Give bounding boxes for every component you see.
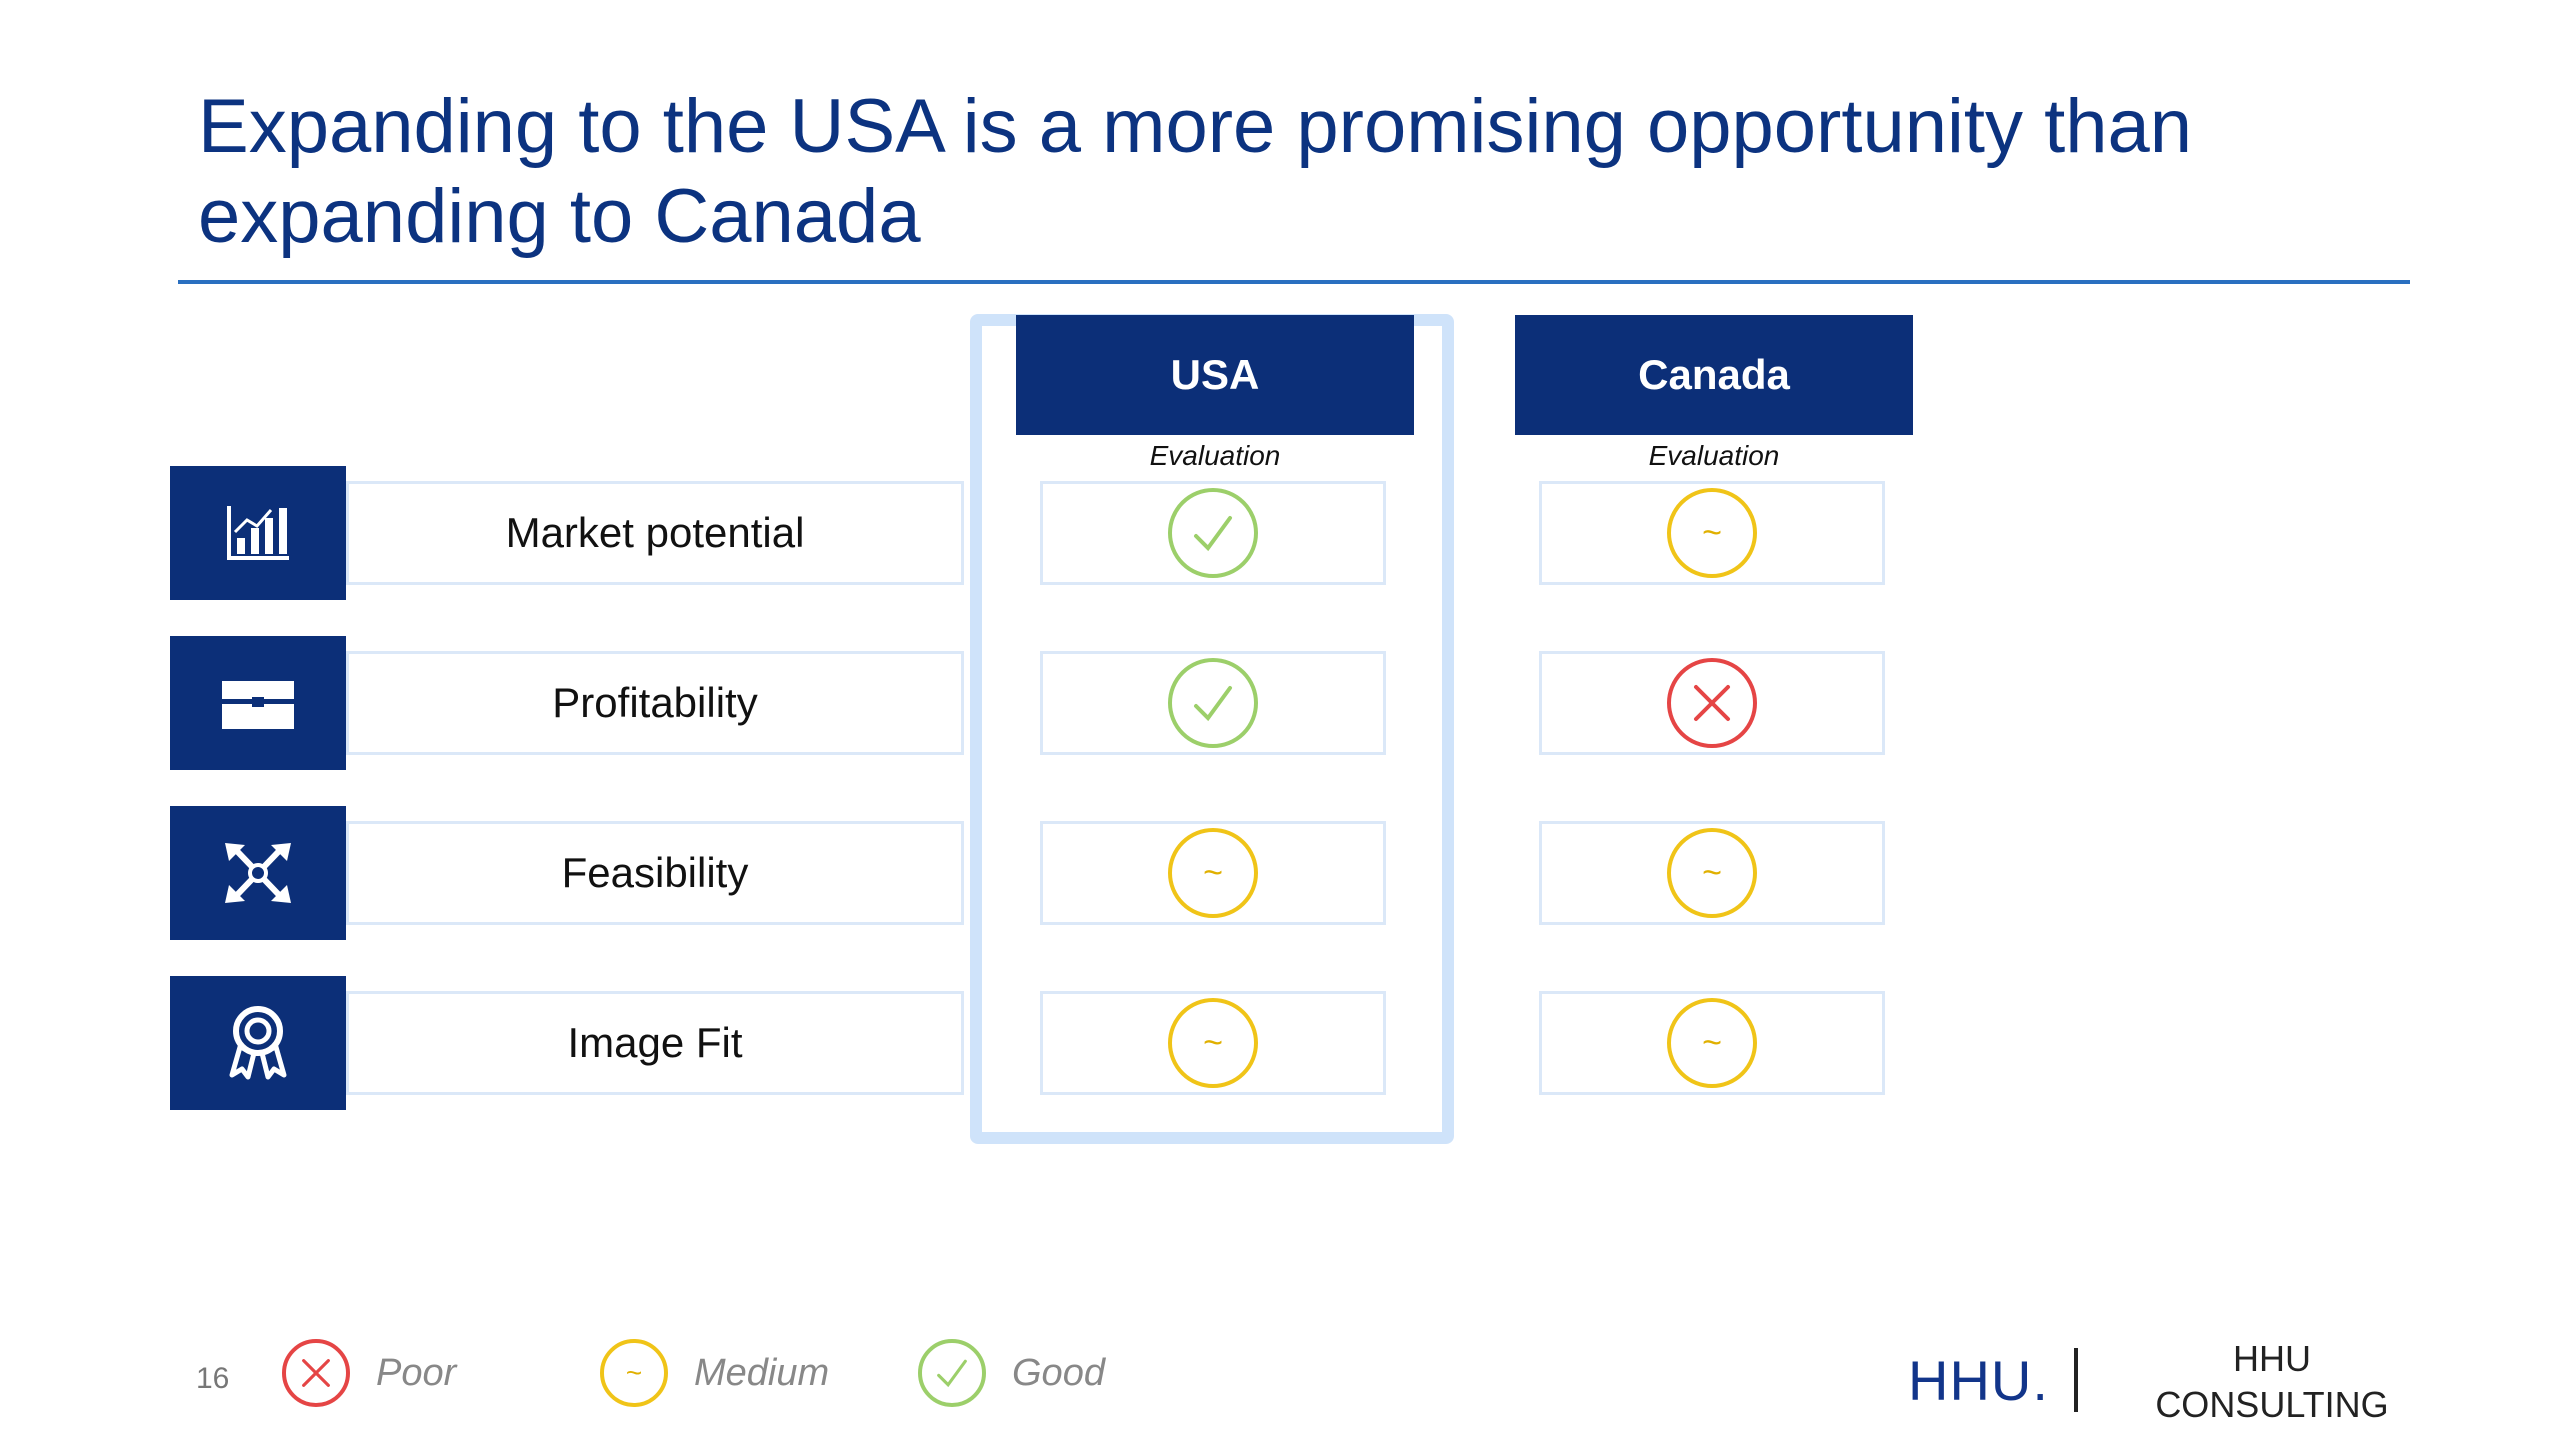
briefcase-icon — [170, 636, 346, 770]
medium-tilde-icon: ~ — [1667, 828, 1757, 918]
medium-tilde-icon: ~ — [1168, 998, 1258, 1088]
cross-arrows-icon — [170, 806, 346, 940]
poor-cross-icon — [282, 1339, 350, 1407]
legend-poor: Poor — [282, 1336, 456, 1410]
good-check-icon — [1168, 488, 1258, 578]
column-header-usa: USA — [1016, 315, 1414, 435]
criterion-feasibility: Feasibility — [346, 821, 964, 925]
good-check-icon — [1168, 658, 1258, 748]
brand-subtitle: HHU CONSULTING — [2150, 1336, 2394, 1428]
column-subtitle-canada: Evaluation — [1648, 440, 1780, 471]
poor-cross-icon — [1667, 658, 1757, 748]
award-ribbon-icon — [170, 976, 346, 1110]
criterion-profitability: Profitability — [346, 651, 964, 755]
brand-sub-line1: HHU — [2233, 1338, 2311, 1379]
title-divider — [178, 280, 2410, 284]
criterion-market-potential: Market potential — [346, 481, 964, 585]
bar-chart-icon — [170, 466, 346, 600]
legend-label-poor: Poor — [376, 1351, 457, 1394]
usa-feasibility-cell: ~ — [1040, 821, 1386, 925]
usa-market-potential-cell — [1040, 481, 1386, 585]
good-check-icon — [918, 1339, 986, 1407]
canada-feasibility-cell: ~ — [1539, 821, 1885, 925]
brand-logo: HHU. — [1908, 1349, 2049, 1412]
legend-label-medium: Medium — [694, 1351, 830, 1394]
medium-tilde-icon: ~ — [1168, 828, 1258, 918]
page-number: 16 — [196, 1362, 230, 1395]
canada-market-potential-cell: ~ — [1539, 481, 1885, 585]
medium-tilde-icon: ~ — [1667, 488, 1757, 578]
brand-separator — [2074, 1348, 2078, 1412]
usa-image-fit-cell: ~ — [1040, 991, 1386, 1095]
canada-profitability-cell — [1539, 651, 1885, 755]
column-header-canada: Canada — [1515, 315, 1913, 435]
slide-title: Expanding to the USA is a more promising… — [198, 84, 2193, 259]
brand-sub-line2: CONSULTING — [2155, 1384, 2389, 1425]
criterion-image-fit: Image Fit — [346, 991, 964, 1095]
medium-tilde-icon: ~ — [1667, 998, 1757, 1088]
usa-profitability-cell — [1040, 651, 1386, 755]
legend-label-good: Good — [1012, 1351, 1105, 1394]
legend-good: Good — [918, 1336, 1105, 1410]
legend-medium: ~ Medium — [600, 1336, 829, 1410]
medium-tilde-icon: ~ — [600, 1339, 668, 1407]
canada-image-fit-cell: ~ — [1539, 991, 1885, 1095]
column-subtitle-usa: Evaluation — [1149, 440, 1281, 471]
